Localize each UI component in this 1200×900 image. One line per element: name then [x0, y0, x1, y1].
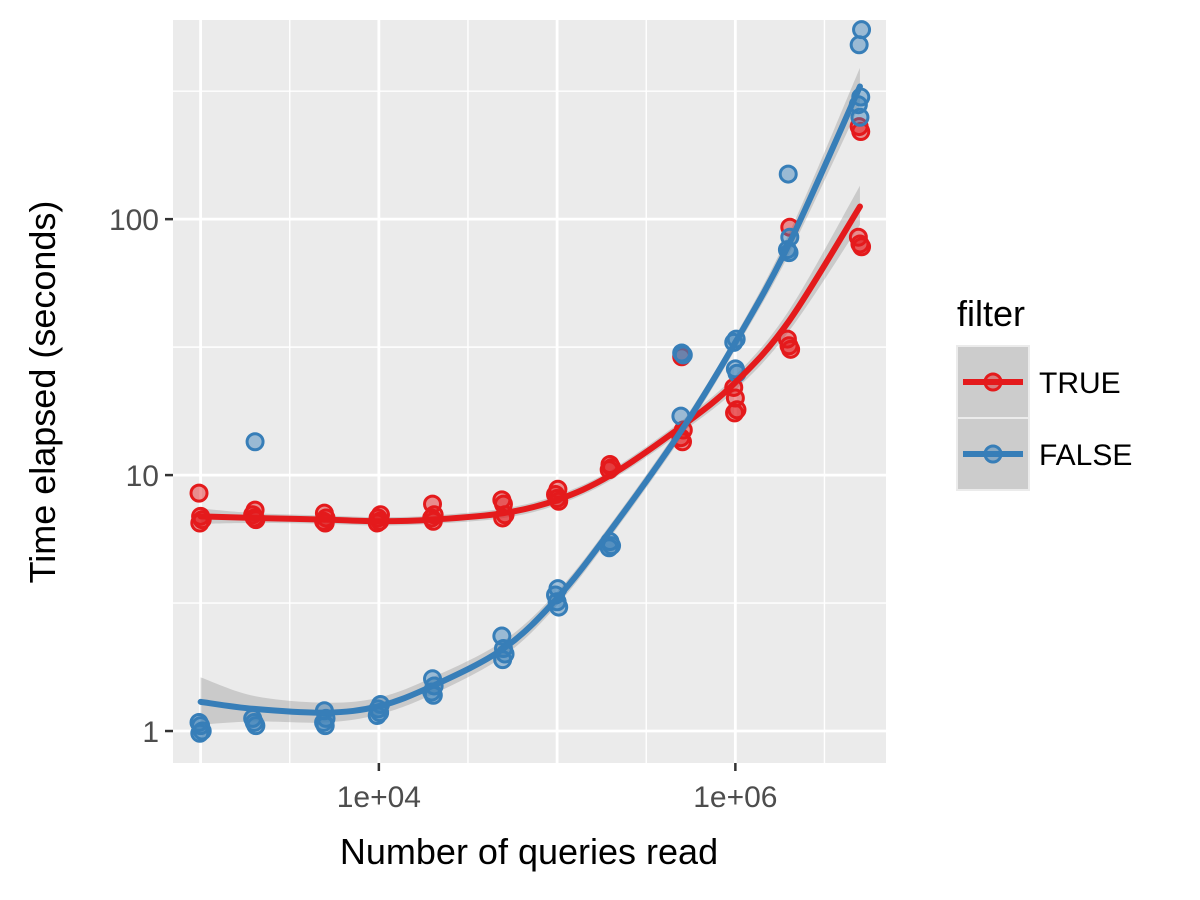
smooth-line-false	[197, 83, 863, 716]
x-axis-title: Number of queries read	[340, 831, 718, 872]
data-point-true	[781, 339, 801, 359]
plot-panel	[173, 20, 886, 763]
data-point-false	[850, 107, 870, 127]
data-point-true	[725, 403, 745, 423]
legend-item-true: TRUE	[956, 345, 1121, 419]
y-tick-label: 1	[142, 716, 159, 749]
legend-key-point	[983, 444, 1003, 464]
major-gridlines	[173, 20, 886, 763]
data-point-true	[851, 122, 871, 142]
legend-label: TRUE	[1039, 367, 1121, 400]
legend-label: FALSE	[1039, 439, 1132, 472]
x-axis: 1e+04 1e+06	[337, 763, 777, 814]
x-tick-label: 1e+04	[337, 781, 421, 814]
y-tick-label: 100	[109, 204, 159, 237]
data-point-false	[852, 20, 872, 40]
data-point-false	[778, 164, 798, 184]
legend-key-point	[983, 372, 1003, 392]
smooth-line-true	[197, 203, 863, 525]
data-point-false	[245, 432, 265, 452]
data-point-false	[849, 35, 869, 55]
y-tick-label: 10	[126, 460, 159, 493]
y-axis: 1 10 100	[109, 204, 173, 749]
data-point-false	[673, 345, 693, 365]
legend-item-false: FALSE	[956, 417, 1132, 491]
smooth-lines	[197, 83, 863, 716]
data-point-true	[189, 483, 209, 503]
data-point-false	[315, 716, 335, 736]
minor-gridlines	[173, 20, 886, 763]
y-axis-title: Time elapsed (seconds)	[22, 201, 63, 584]
data-point-true	[852, 237, 872, 257]
x-tick-label: 1e+06	[693, 781, 777, 814]
data-point-false	[190, 723, 210, 743]
legend-title: filter	[957, 293, 1025, 334]
legend: filter TRUE FALSE	[956, 293, 1132, 491]
data-point-false	[246, 716, 266, 736]
